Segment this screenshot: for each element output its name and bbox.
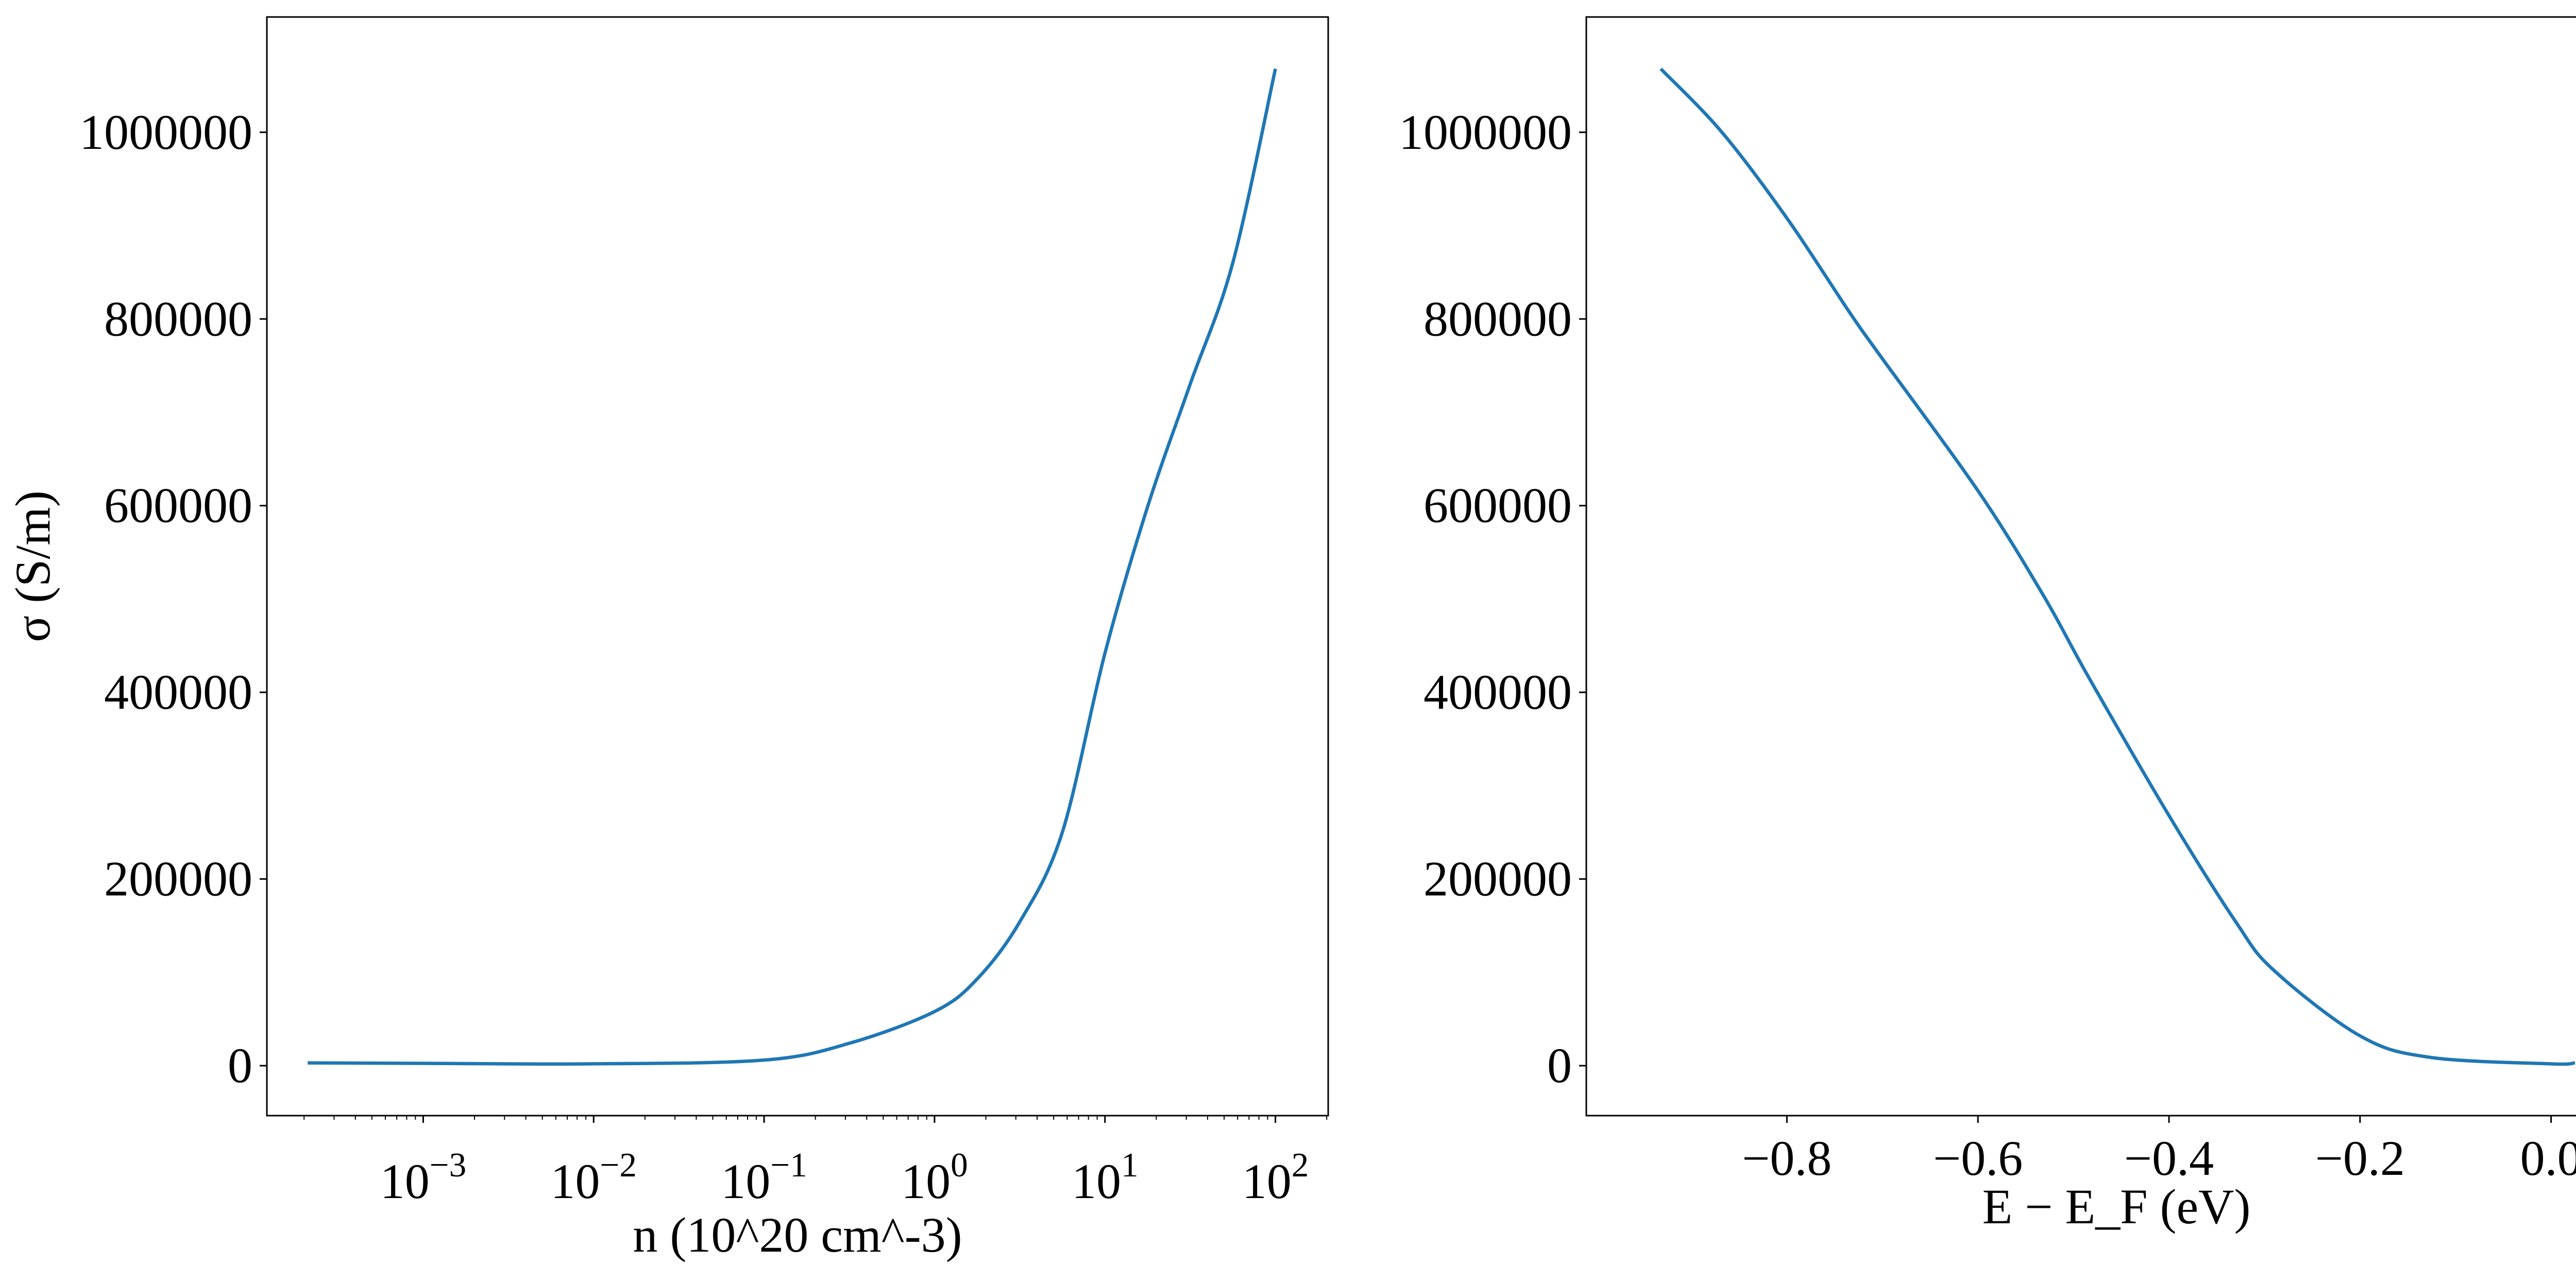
x-tick-label: −0.2: [2315, 1131, 2405, 1186]
x-tick-label: 0.0: [2520, 1131, 2576, 1186]
x-tick-label-base: 10: [1242, 1154, 1292, 1209]
left-x-axis-label: n (10^20 cm^-3): [633, 1207, 962, 1262]
series-line: [308, 68, 1277, 1066]
x-tick-label: 10−2: [551, 1146, 637, 1209]
y-tick-label: 0: [1547, 1038, 1572, 1093]
x-tick-label: 101: [1072, 1146, 1139, 1209]
x-tick-label-exponent: −3: [430, 1146, 467, 1184]
x-tick-label-base: 10: [380, 1154, 430, 1209]
y-tick-label: 600000: [1423, 478, 1572, 533]
x-tick-label-exponent: −1: [770, 1146, 807, 1184]
x-tick-label-base: 10: [1072, 1154, 1121, 1209]
x-tick-label-exponent: 2: [1292, 1146, 1309, 1184]
x-tick-label-base: 10: [721, 1154, 770, 1209]
y-tick-label: 1000000: [1399, 105, 1572, 160]
x-tick-label-base: 10: [901, 1154, 951, 1209]
y-tick-label: 600000: [104, 478, 252, 533]
y-tick-label: 400000: [104, 664, 252, 720]
x-tick-label-exponent: 1: [1121, 1146, 1139, 1184]
x-tick-label-exponent: −2: [600, 1146, 637, 1184]
y-tick-label: 1000000: [79, 105, 252, 160]
y-tick-label: 400000: [1423, 664, 1572, 720]
x-tick-label: −0.4: [2124, 1131, 2214, 1186]
x-tick-label: 102: [1242, 1146, 1309, 1209]
x-tick-label: 100: [901, 1146, 968, 1209]
axes-frame: [1585, 16, 2576, 1117]
x-tick-label: 10−3: [380, 1146, 467, 1209]
y-axis-label: σ (S/m): [5, 490, 60, 642]
x-tick-label-exponent: 0: [951, 1146, 968, 1184]
x-tick-label: −0.6: [1933, 1131, 2023, 1186]
y-tick-label: 200000: [104, 851, 252, 907]
x-tick-label: −0.8: [1742, 1131, 1832, 1186]
y-tick-label: 200000: [1423, 851, 1572, 907]
y-tick-label: 800000: [1423, 291, 1572, 346]
axes-frame: [266, 16, 1329, 1117]
right-x-axis-label: E − E_F (eV): [1982, 1179, 2251, 1234]
x-tick-label-base: 10: [551, 1154, 600, 1209]
x-tick-label: 10−1: [721, 1146, 807, 1209]
right-chart-panel: 0 200000 400000 600000 800000 1000000 −0.8 −0.6…: [1399, 16, 2576, 1186]
y-tick-label: 0: [228, 1038, 252, 1093]
series-line: [1659, 67, 2575, 1066]
y-tick-label: 800000: [104, 291, 252, 346]
